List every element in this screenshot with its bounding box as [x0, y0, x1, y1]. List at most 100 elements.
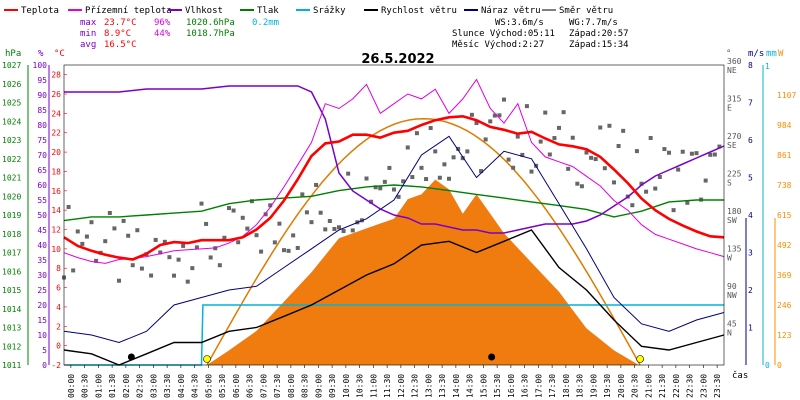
tick-label-w: 492: [777, 241, 792, 250]
tick-label-hpa: 1018: [2, 230, 21, 239]
series-vlhkost: [64, 85, 725, 234]
wind-direction-point: [612, 180, 616, 185]
wind-direction-point: [589, 155, 594, 160]
tick-label-time: 12:30: [411, 374, 420, 398]
tick-label-ms: 2: [748, 286, 753, 295]
wind-direction-point: [561, 110, 566, 115]
tick-label-degc: 18: [51, 167, 61, 176]
wind-direction-point: [474, 121, 479, 126]
tick-label-hpa: 1016: [2, 267, 21, 276]
tick-label-hpa: 1012: [2, 342, 21, 351]
tick-label-time: 22:00: [672, 374, 681, 398]
tick-label-hpa: 1025: [2, 99, 21, 108]
wind-direction-point: [602, 166, 607, 171]
tick-label-time: 15:30: [493, 374, 502, 398]
wind-direction-point: [369, 199, 374, 204]
wind-direction-point: [502, 97, 506, 102]
wind-direction-point: [222, 235, 227, 240]
tick-label-hpa: 1022: [2, 155, 21, 164]
wind-direction-point: [424, 177, 429, 182]
wind-direction-point: [291, 233, 296, 238]
tick-label-time: 13:30: [438, 374, 447, 398]
wind-direction-point: [575, 181, 580, 186]
wind-direction-point: [465, 149, 470, 154]
tick-label-hpa: 1015: [2, 286, 21, 295]
tick-label-deg: 270: [727, 132, 742, 141]
tick-label-pct: 85: [37, 106, 47, 115]
tick-label-dir: E: [727, 104, 732, 113]
stats-block: max 23.7°C 96% 1020.6hPa 0.2mm min 8.9°C…: [80, 18, 629, 50]
wind-direction-point: [75, 229, 80, 234]
wind-direction-point: [616, 143, 621, 148]
tick-label-dir: NW: [727, 291, 737, 300]
wind-direction-point: [657, 174, 662, 179]
wind-direction-point: [121, 218, 126, 223]
wind-direction-point: [199, 201, 204, 206]
wind-direction-point: [263, 212, 268, 217]
wind-direction-point: [94, 258, 99, 263]
stat-min-hum: 44%: [154, 29, 171, 39]
tick-label-time: 13:00: [424, 374, 433, 398]
tick-label-pct: 60: [37, 181, 47, 190]
tick-label-w: 369: [777, 271, 792, 280]
legend: Teplota Přízemní teplota Vlhkost Tlak Srážky…: [4, 6, 613, 16]
stat-max-label: max: [80, 18, 97, 28]
stat-wg: WG:7.7m/s: [569, 18, 618, 28]
wind-direction-point: [676, 167, 681, 172]
wind-direction-point: [240, 215, 245, 220]
wind-direction-point: [694, 151, 699, 156]
tick-label-time: 03:30: [163, 374, 172, 398]
stat-avg-label: avg: [80, 40, 96, 50]
wind-direction-point: [309, 220, 314, 225]
axis-unit-ms: m/s: [748, 49, 764, 59]
axis-unit-time: čas: [732, 370, 748, 381]
sun-theoretical-curve: [206, 117, 641, 366]
wind-direction-point: [314, 182, 319, 187]
chart-title: 26.5.2022: [361, 52, 434, 67]
stat-rain: 0.2mm: [252, 18, 279, 28]
wind-direction-point: [662, 147, 667, 152]
stat-max-temp: 23.7°C: [104, 18, 137, 28]
wind-direction-point: [442, 162, 447, 167]
tick-label-dir: SW: [727, 216, 737, 225]
tick-label-time: 10:00: [342, 374, 351, 398]
wind-direction-point: [378, 186, 383, 191]
wind-direction-point: [167, 255, 172, 260]
wind-direction-point: [364, 176, 369, 181]
legend-label: Směr větru: [559, 6, 613, 16]
wind-direction-point: [217, 263, 222, 268]
tick-label-time: 16:00: [507, 374, 516, 398]
wind-direction-point: [107, 210, 112, 215]
tick-label-time: 21:00: [644, 374, 653, 398]
wind-direction-point: [176, 257, 181, 262]
wind-direction-point: [231, 208, 236, 213]
wind-direction-point: [648, 135, 653, 140]
tick-label-time: 21:30: [658, 374, 667, 398]
legend-label: Přízemní teplota: [85, 6, 172, 16]
wind-direction-point: [126, 233, 131, 238]
tick-label-deg: 180: [727, 207, 742, 216]
stat-max-press: 1020.6hPa: [186, 18, 235, 28]
tick-label-w: 615: [777, 211, 792, 220]
wind-direction-point: [236, 240, 241, 245]
wind-direction-point: [89, 220, 94, 225]
tick-label-degc: 12: [51, 226, 61, 235]
wind-direction-point: [117, 278, 121, 283]
tick-label-pct: 0: [42, 361, 47, 370]
series-tlak: [63, 184, 724, 222]
tick-label-pct: 80: [37, 121, 47, 130]
tick-label-mm: 0: [765, 361, 770, 370]
wind-direction-point: [103, 239, 108, 244]
tick-label-deg: 45: [727, 320, 737, 329]
legend-label: Náraz větru: [481, 6, 541, 16]
wind-direction-point: [304, 210, 309, 215]
tick-label-time: 04:00: [177, 374, 186, 398]
stat-ws: WS:3.6m/s: [495, 18, 544, 28]
wind-direction-point: [685, 200, 690, 205]
tick-label-time: 09:30: [328, 374, 337, 398]
tick-label-deg: 90: [727, 282, 737, 291]
tick-label-deg: 360: [727, 57, 742, 66]
stat-avg-temp: 16.5°C: [104, 40, 137, 50]
tick-label-time: 10:30: [356, 374, 365, 398]
wind-direction-point: [456, 146, 461, 151]
